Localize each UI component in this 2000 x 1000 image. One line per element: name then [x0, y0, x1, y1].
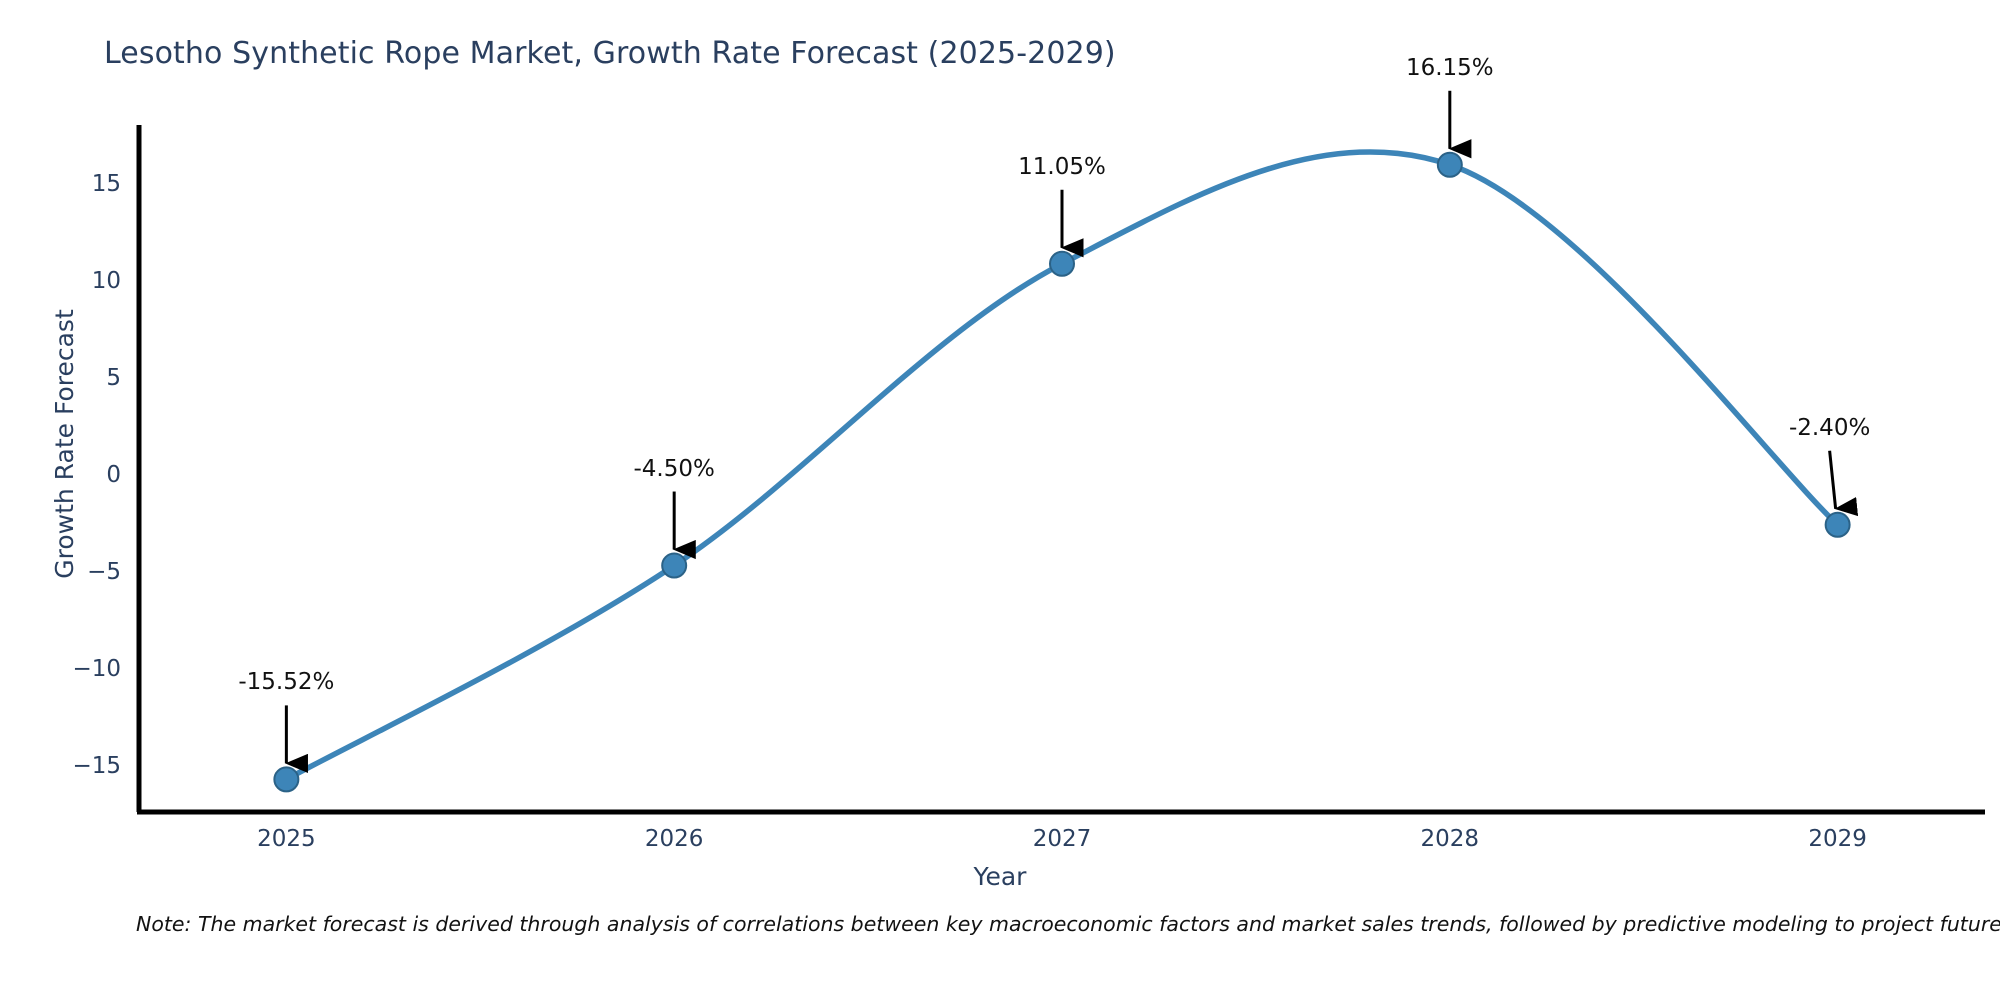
y-tick-label: 15 — [91, 171, 121, 198]
data-point-marker-2027 — [1049, 250, 1075, 277]
y-tick-label: −15 — [72, 753, 121, 780]
data-point-label-2026: -4.50% — [633, 455, 715, 482]
data-point-marker-2029 — [1824, 511, 1851, 538]
chart-footnote: Note: The market forecast is derived thr… — [136, 912, 2000, 936]
x-tick-label: 2026 — [644, 826, 704, 852]
x-tick-label: 2025 — [257, 826, 316, 852]
annotation-arrows — [284, 90, 1859, 774]
data-point-label-2028: 16.15% — [1405, 54, 1494, 81]
y-tick-label: 10 — [91, 268, 121, 295]
y-tick-label: −10 — [72, 656, 121, 683]
y-tick-label: −5 — [87, 559, 121, 586]
annotation-arrow-2029 — [1828, 450, 1859, 517]
x-tick-label: 2027 — [1032, 826, 1092, 852]
x-tick-label: 2028 — [1420, 826, 1480, 852]
y-tick-label: 0 — [106, 462, 121, 489]
data-point-markers — [273, 151, 1851, 793]
data-point-label-2029: -2.40% — [1788, 414, 1871, 441]
y-tick-label: 5 — [106, 365, 121, 392]
data-point-marker-2026 — [661, 552, 688, 579]
data-point-marker-2025 — [273, 766, 300, 793]
data-point-label-2027: 11.05% — [1018, 153, 1106, 180]
x-tick-label: 2029 — [1808, 826, 1867, 852]
data-point-marker-2028 — [1436, 151, 1463, 178]
x-axis-title: Year — [973, 862, 1027, 891]
chart-title: Lesotho Synthetic Rope Market, Growth Ra… — [104, 36, 1116, 71]
data-point-label-2025: -15.52% — [238, 669, 335, 696]
